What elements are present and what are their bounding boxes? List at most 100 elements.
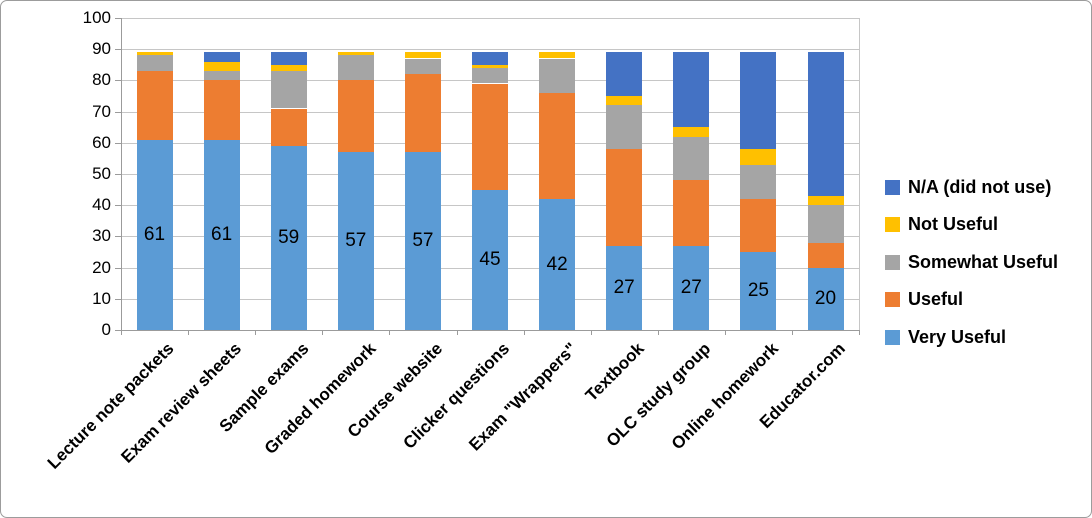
bar-value-label: 57 (345, 230, 367, 252)
bar-segment-not-useful (673, 127, 710, 137)
bar-segment-not-useful (807, 195, 844, 206)
legend-swatch-n-a-did-not-use (885, 179, 900, 195)
y-tick-100 (115, 18, 121, 19)
bar-segment-very-useful (270, 145, 307, 330)
bar-segment-very-useful (740, 252, 777, 330)
y-tick-label-60: 60 (92, 132, 111, 152)
y-tick-label-0: 0 (101, 320, 111, 339)
y-tick-10 (115, 298, 121, 300)
bar-segment-not-useful (270, 64, 307, 71)
x-tick-1 (188, 330, 190, 335)
x-tick-5 (456, 330, 458, 335)
bar-segment-somewhat-useful (136, 55, 173, 71)
bar-segment-very-useful (472, 189, 508, 330)
bar-segment-useful (136, 71, 173, 140)
legend-label-n-a-did-not-use: N/A (did not use) (908, 176, 1052, 197)
gridline-40 (121, 205, 859, 207)
bar-segment-very-useful (404, 152, 441, 330)
y-tick-label-90: 90 (92, 39, 111, 59)
legend-swatch-not-useful (885, 217, 900, 232)
bar-segment-very-useful (203, 139, 240, 330)
bar-segment-useful (606, 149, 643, 246)
x-tick-label-lecture-note-packets: Lecture note packets (44, 339, 178, 473)
bar-segment-n-a-did-not-use (673, 52, 710, 128)
legend-label-somewhat-useful: Somewhat Useful (908, 251, 1059, 272)
bar-value-label: 45 (479, 248, 501, 270)
bar-segment-useful (203, 80, 240, 140)
y-tick-label-70: 70 (92, 101, 111, 121)
bar-segment-very-useful (673, 245, 710, 330)
x-tick-4 (389, 330, 391, 335)
x-tick-0 (121, 330, 122, 335)
x-tick-label-online-homework: Online homework (667, 339, 782, 454)
y-tick-50 (115, 174, 121, 175)
bar-segment-somewhat-useful (606, 105, 643, 150)
bar-segment-somewhat-useful (673, 136, 710, 181)
gridline-30 (121, 236, 859, 238)
bar-segment-useful (740, 199, 777, 252)
bar-segment-very-useful (539, 199, 576, 330)
x-tick-label-sample-exams: Sample exams (215, 339, 313, 436)
bar-segment-useful (539, 92, 576, 199)
legend-item-very-useful: Very Useful (885, 326, 1006, 348)
x-tick-label-textbook: Textbook (581, 339, 648, 405)
bar-segment-somewhat-useful (472, 67, 508, 84)
bar-segment-useful (404, 74, 441, 153)
bar-segment-useful (337, 80, 374, 153)
x-tick-label-course-website: Course website (344, 339, 447, 442)
bar-segment-n-a-did-not-use (203, 52, 240, 62)
bar-value-label: 25 (747, 280, 769, 301)
y-tick-30 (115, 236, 121, 238)
x-tick-label-exam-review-sheets: Exam review sheets (117, 339, 246, 467)
bar-segment-n-a-did-not-use (606, 52, 643, 96)
legend-label-not-useful: Not Useful (908, 214, 998, 234)
legend-swatch-useful (885, 292, 900, 307)
bar-segment-useful (673, 180, 710, 246)
bar-segment-not-useful (136, 52, 173, 56)
plot-right-border (859, 18, 860, 330)
gridline-80 (121, 80, 859, 82)
x-tick-label-graded-homework: Graded homework (260, 339, 380, 458)
legend-swatch-somewhat-useful (885, 254, 900, 270)
bar-segment-n-a-did-not-use (807, 52, 844, 196)
legend-item-somewhat-useful: Somewhat Useful (885, 251, 1058, 273)
gridline-70 (121, 111, 859, 113)
legend-item-not-useful: Not Useful (885, 214, 998, 236)
x-tick-10 (791, 330, 793, 335)
gridline-50 (121, 174, 859, 175)
bar-value-label: 61 (143, 223, 166, 245)
bar-segment-not-useful (404, 52, 441, 59)
x-tick-label-olc-study-group: OLC study group (603, 339, 715, 451)
bar-segment-somewhat-useful (203, 71, 240, 81)
bar-value-label: 20 (814, 287, 837, 309)
legend-label-very-useful: Very Useful (908, 326, 1007, 347)
y-tick-label-20: 20 (92, 257, 111, 277)
y-tick-20 (115, 267, 121, 269)
bar-segment-somewhat-useful (539, 58, 576, 93)
bar-segment-not-useful (740, 149, 777, 165)
gridline-100 (121, 18, 859, 19)
bar-segment-somewhat-useful (404, 58, 441, 75)
bar-segment-very-useful (606, 245, 643, 330)
bar-segment-not-useful (472, 64, 508, 68)
bar-segment-very-useful (136, 139, 173, 330)
y-axis-line (121, 18, 122, 330)
y-tick-80 (115, 80, 121, 82)
x-tick-8 (657, 330, 659, 335)
bar-segment-somewhat-useful (807, 205, 844, 243)
bar-segment-not-useful (203, 61, 240, 72)
legend-item-useful: Useful (885, 289, 963, 311)
x-tick-9 (724, 330, 726, 335)
legend-swatch-very-useful (885, 329, 900, 345)
y-tick-label-50: 50 (92, 164, 111, 183)
bar-value-label: 27 (613, 276, 635, 298)
x-tick-label-educator-com: Educator.com (756, 339, 849, 432)
gridline-90 (121, 49, 859, 51)
x-axis-line (121, 330, 859, 331)
y-tick-label-30: 30 (92, 226, 111, 246)
bar-value-label: 61 (211, 223, 233, 245)
y-tick-70 (115, 111, 121, 113)
x-tick-label-clicker-questions: Clicker questions (399, 339, 514, 453)
